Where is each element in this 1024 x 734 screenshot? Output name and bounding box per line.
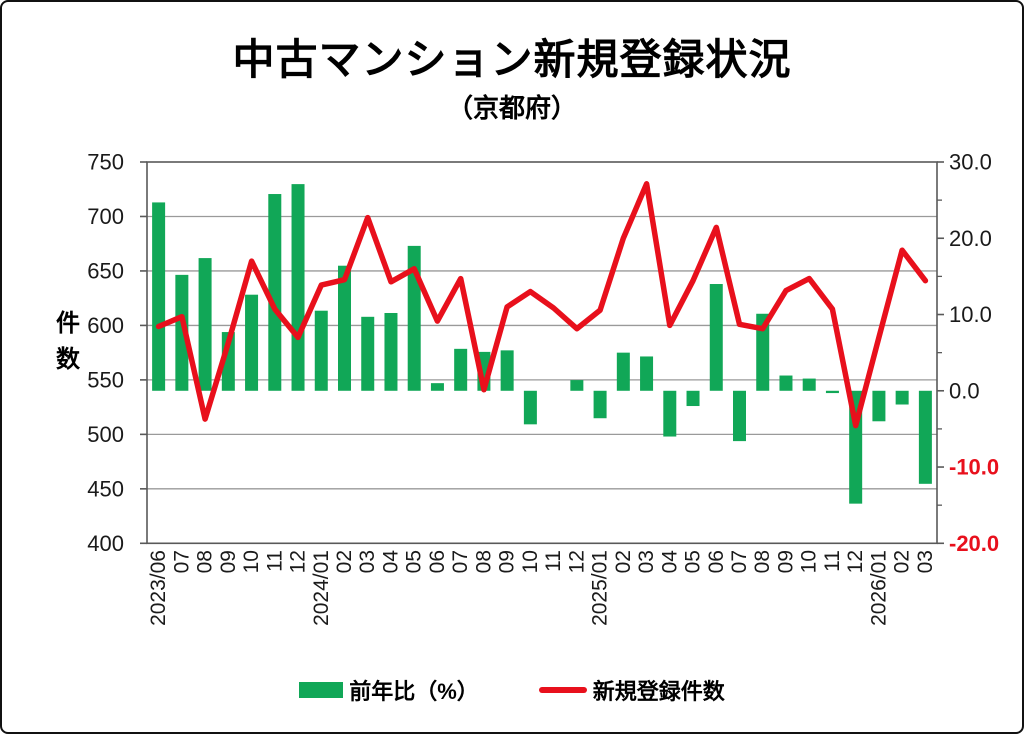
- left-axis-title: 件 数: [56, 310, 80, 373]
- x-tick-label: 11: [821, 550, 844, 572]
- x-tick-label: 12: [565, 550, 588, 573]
- left-tick-label: 500: [87, 422, 124, 447]
- x-tick-label: 2025/01: [589, 550, 612, 626]
- x-tick-label: 02: [612, 550, 635, 573]
- bar-2023/06: [152, 202, 166, 391]
- bar-08: [198, 258, 212, 391]
- chart-title: 中古マンション新規登録状況: [232, 36, 792, 83]
- x-tick-label: 09: [774, 550, 797, 573]
- bar-10: [523, 390, 537, 425]
- x-tick-label: 06: [426, 550, 449, 573]
- bar-08: [756, 313, 770, 391]
- bar-11: [825, 390, 839, 394]
- x-tick-label: 02: [891, 550, 914, 573]
- x-tick-label: 05: [403, 550, 426, 573]
- right-tick-label: 10.0: [949, 302, 992, 327]
- bar-09: [779, 375, 793, 391]
- bar-10: [802, 378, 816, 391]
- left-tick-label: 750: [87, 150, 124, 175]
- bar-06: [430, 383, 444, 391]
- x-tick-label: 02: [333, 550, 356, 573]
- x-tick-label: 10: [798, 550, 821, 573]
- x-tick-label: 10: [240, 550, 263, 573]
- bar-04: [384, 312, 398, 391]
- x-tick-label: 12: [844, 550, 867, 573]
- x-tick-label: 09: [496, 550, 519, 573]
- right-tick-label: -10.0: [949, 455, 999, 480]
- x-tick-label: 07: [170, 550, 193, 573]
- left-tick-label: 700: [87, 204, 124, 229]
- bar-02: [895, 390, 909, 405]
- bar-2025/01: [593, 390, 607, 419]
- legend-registrations-label: 新規登録件数: [592, 679, 725, 704]
- bar-12: [570, 380, 584, 391]
- left-tick-label: 550: [87, 367, 124, 392]
- legend-item-registrations: 新規登録件数: [538, 674, 725, 706]
- x-tick-label: 03: [914, 550, 937, 573]
- bar-05: [686, 390, 700, 407]
- bar-06: [709, 284, 723, 391]
- bar-03: [361, 316, 375, 391]
- x-tick-label: 11: [542, 550, 565, 572]
- bar-07: [733, 390, 746, 442]
- yoy-bar-swatch: [299, 682, 344, 698]
- x-tick-label: 12: [287, 550, 310, 573]
- x-tick-label: 05: [682, 550, 705, 573]
- x-tick-label: 07: [728, 550, 751, 573]
- right-tick-label: 20.0: [949, 226, 992, 251]
- right-tick-label: 30.0: [949, 150, 992, 175]
- x-tick-label: 03: [356, 550, 379, 573]
- left-tick-label: 450: [87, 476, 124, 501]
- x-tick-label: 2026/01: [867, 550, 890, 626]
- x-tick-label: 11: [263, 550, 286, 572]
- right-tick-label: 0.0: [949, 378, 980, 403]
- left-tick-label: 650: [87, 258, 124, 283]
- legend-item-yoy: 前年比（%）: [299, 674, 479, 706]
- x-tick-label: 04: [379, 550, 402, 574]
- bar-03: [640, 356, 654, 391]
- bar-2024/01: [314, 310, 328, 391]
- bar-04: [663, 390, 677, 437]
- bar-07: [175, 274, 189, 391]
- right-tick-label: -20.0: [949, 531, 999, 556]
- x-tick-label: 06: [705, 550, 728, 573]
- bar-2026/01: [872, 390, 886, 422]
- x-tick-label: 08: [472, 550, 495, 573]
- x-tick-label: 09: [217, 550, 240, 573]
- bar-10: [245, 294, 259, 391]
- x-tick-label: 07: [449, 550, 472, 573]
- x-tick-label: 08: [194, 550, 217, 573]
- bar-12: [291, 184, 305, 391]
- x-tick-label: 08: [751, 550, 774, 573]
- chart-subtitle: （京都府）: [446, 93, 577, 123]
- bar-07: [454, 348, 468, 391]
- x-tick-label: 10: [519, 550, 542, 573]
- bar-02: [616, 352, 630, 391]
- bar-02: [338, 265, 351, 391]
- legend: 前年比（%） 新規登録件数: [2, 674, 1022, 706]
- x-tick-label: 03: [635, 550, 658, 573]
- plot-border: [146, 161, 938, 545]
- bar-09: [500, 350, 514, 391]
- x-tick-label: 2023/06: [147, 550, 170, 626]
- left-tick-label: 600: [87, 313, 124, 338]
- bar-11: [268, 194, 282, 391]
- registrations-line: [155, 181, 929, 429]
- x-tick-label: 2024/01: [310, 550, 333, 626]
- bar-03: [918, 390, 932, 484]
- registrations-line-swatch: [538, 687, 587, 693]
- x-tick-label: 04: [658, 550, 681, 574]
- legend-yoy-label: 前年比（%）: [349, 679, 479, 704]
- left-tick-label: 400: [87, 531, 124, 556]
